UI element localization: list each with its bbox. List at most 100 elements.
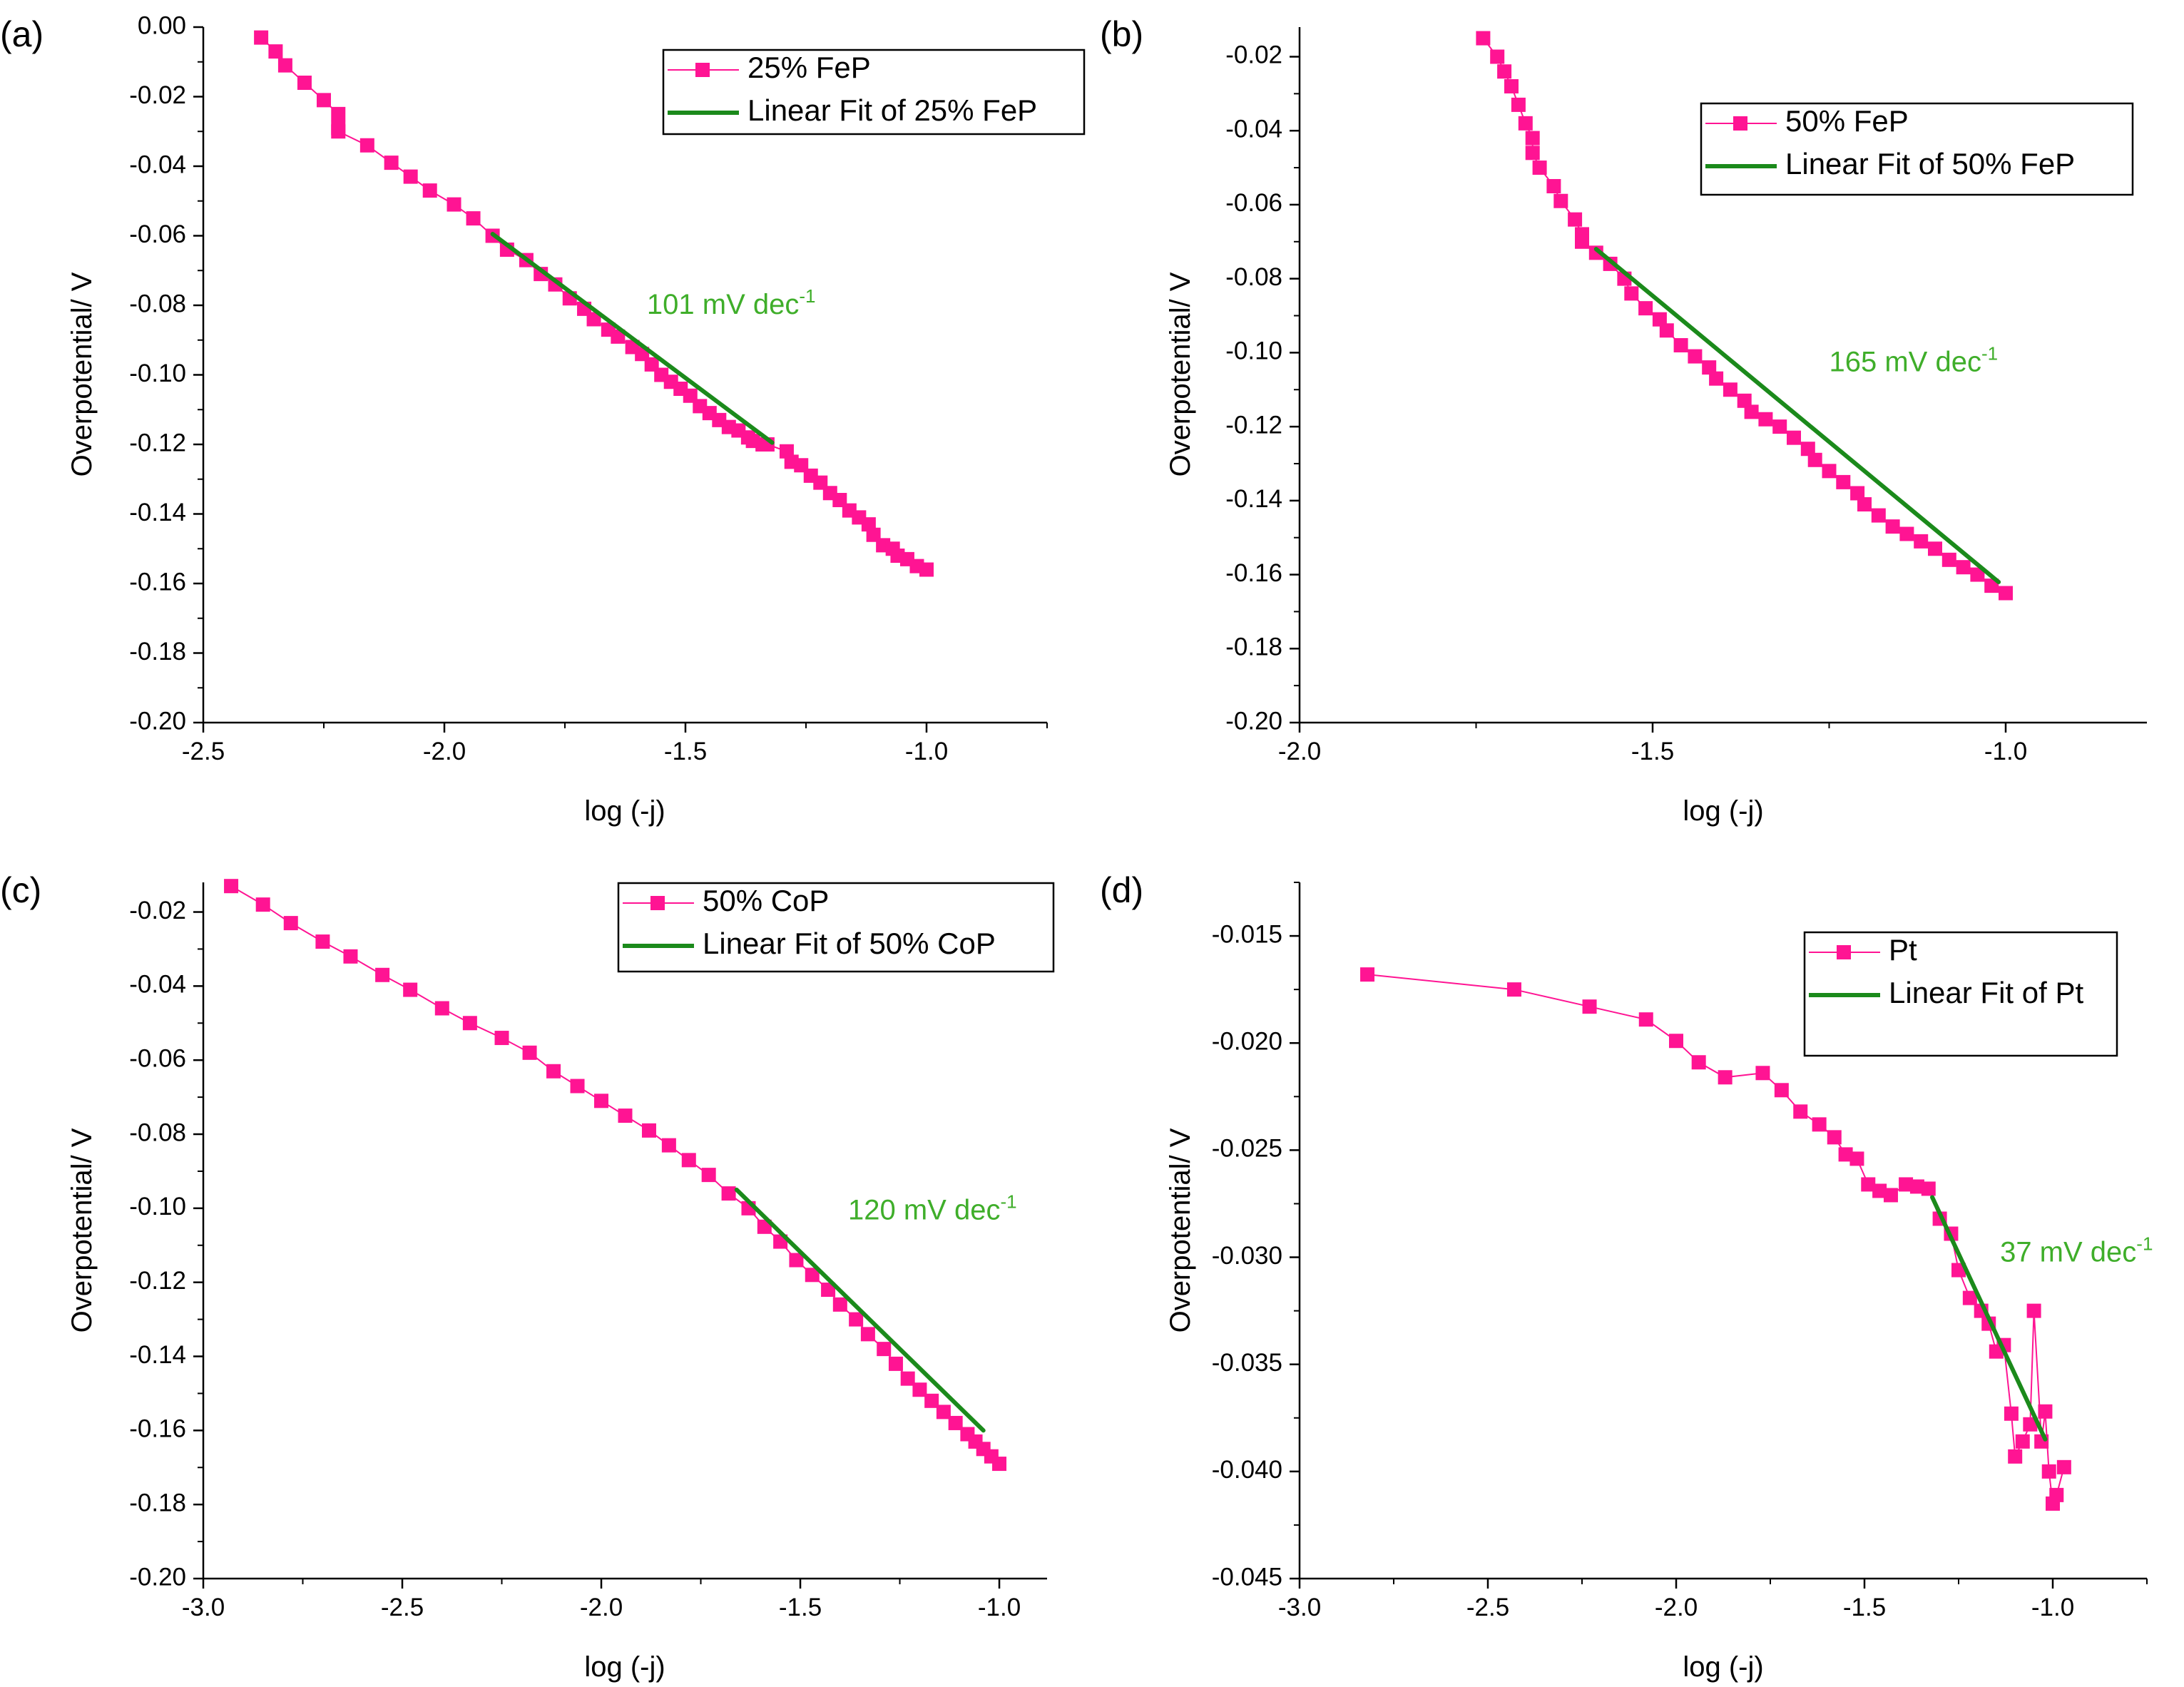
x-tick-label: -1.5	[779, 1594, 822, 1621]
fit-line-b	[1593, 247, 2001, 584]
data-point	[1532, 160, 1547, 175]
legend-entry-data: 25% FeP	[747, 51, 871, 84]
y-tick-label: -0.015	[1212, 920, 1282, 948]
data-point	[1836, 474, 1851, 489]
data-point	[1909, 1179, 1924, 1194]
data-point	[888, 1356, 903, 1371]
data-point	[1962, 1290, 1977, 1305]
data-point	[1883, 1188, 1898, 1203]
data-point	[1518, 116, 1533, 131]
legend-c: 50% CoP Linear Fit of 50% CoP	[617, 882, 1055, 973]
data-point	[268, 44, 283, 59]
data-point	[1800, 442, 1815, 457]
data-point	[1652, 312, 1667, 327]
data-point	[1941, 552, 1956, 567]
data-point	[618, 1108, 633, 1123]
y-tick-label: -0.12	[129, 1267, 186, 1295]
data-point	[1827, 1130, 1842, 1145]
data-point	[641, 1123, 656, 1138]
y-tick-label: -0.18	[129, 1489, 186, 1517]
data-point	[1787, 430, 1801, 445]
data-point	[1638, 1012, 1653, 1027]
data-point	[466, 211, 481, 226]
y-tick-label: -0.10	[129, 360, 186, 387]
data-point	[1737, 393, 1752, 408]
y-tick-label: 0.00	[138, 11, 186, 39]
data-point	[1718, 1070, 1733, 1085]
data-point	[2008, 1449, 2023, 1464]
y-tick-label: -0.16	[129, 568, 186, 596]
data-point	[283, 916, 298, 931]
data-point	[1702, 360, 1717, 375]
legend-box	[617, 882, 1055, 973]
y-tick-label: -0.18	[1225, 633, 1282, 661]
slope-annotation: 165 mV dec-1	[1830, 342, 1999, 377]
data-point	[1525, 131, 1540, 146]
x-tick-label: -1.0	[2031, 1594, 2074, 1621]
y-tick-label: -0.20	[129, 1563, 186, 1591]
legend-swatch-data-marker	[695, 63, 710, 77]
data-point	[1723, 382, 1737, 397]
y-tick-label: -0.20	[129, 707, 186, 735]
x-axis-title: log (-j)	[1683, 1651, 1763, 1683]
data-point	[2038, 1404, 2053, 1419]
x-tick-label: -2.5	[1466, 1594, 1509, 1621]
slope-annotation: 37 mV dec-1	[2000, 1233, 2153, 1268]
data-point	[1999, 586, 2013, 601]
legend-entry-data: 50% FeP	[1785, 104, 1909, 138]
fit-line-d	[1930, 1195, 2048, 1442]
fit-line-c	[734, 1187, 986, 1433]
data-point	[1688, 349, 1703, 364]
data-point	[2041, 1464, 2056, 1479]
data-point	[2049, 1487, 2064, 1502]
y-tick-label: -0.08	[129, 1118, 186, 1146]
data-point	[1568, 212, 1583, 227]
y-tick-label: -0.040	[1212, 1456, 1282, 1484]
x-axis-title: log (-j)	[584, 795, 665, 827]
data-point	[343, 949, 358, 964]
data-point	[586, 312, 601, 327]
x-tick-label: -1.5	[1631, 738, 1674, 765]
data-point	[1546, 179, 1561, 194]
y-tick-label: -0.06	[129, 1044, 186, 1072]
legend-entry-fit: Linear Fit of 25% FeP	[747, 93, 1037, 127]
data-point	[255, 897, 270, 912]
y-axis-title: Overpotential/ V	[66, 1128, 98, 1332]
y-tick-label: -0.04	[129, 151, 186, 178]
data-point	[1553, 193, 1568, 208]
x-tick-label: -2.5	[381, 1594, 424, 1621]
data-point	[1921, 1181, 1936, 1196]
data-point	[1744, 404, 1759, 419]
data-point	[1871, 508, 1886, 523]
data-point	[2034, 1434, 2049, 1449]
x-tick-label: -2.0	[580, 1594, 623, 1621]
y-tick-label: -0.06	[1225, 189, 1282, 217]
data-point	[1511, 97, 1526, 112]
slope-annotation-text: 37 mV dec	[2000, 1237, 2136, 1268]
y-tick-label: -0.12	[1225, 411, 1282, 439]
data-point	[1476, 31, 1491, 46]
legend-a: 25% FeP Linear Fit of 25% FeP	[662, 49, 1086, 136]
data-point	[1504, 78, 1519, 93]
x-tick-label: -1.5	[1843, 1594, 1886, 1621]
x-axis-title: log (-j)	[584, 1651, 665, 1683]
legend-box	[662, 49, 1086, 136]
y-tick-label: -0.10	[129, 1193, 186, 1220]
data-point	[1490, 49, 1505, 64]
x-tick-label: -3.0	[1278, 1594, 1321, 1621]
y-tick-label: -0.08	[1225, 263, 1282, 291]
legend-entry-fit: Linear Fit of 50% FeP	[1785, 147, 2075, 180]
data-point	[1525, 146, 1540, 160]
data-point	[1861, 1177, 1876, 1192]
data-point	[1807, 452, 1822, 467]
slope-annotation-superscript: -1	[1981, 342, 1998, 364]
data-point	[1872, 1183, 1887, 1198]
data-point	[1755, 1066, 1770, 1081]
y-tick-label: -0.08	[129, 290, 186, 317]
data-point	[900, 1371, 915, 1386]
data-point	[297, 76, 312, 90]
slope-annotation-text: 101 mV dec	[647, 289, 799, 320]
data-point	[254, 30, 269, 45]
data-point	[611, 329, 626, 344]
